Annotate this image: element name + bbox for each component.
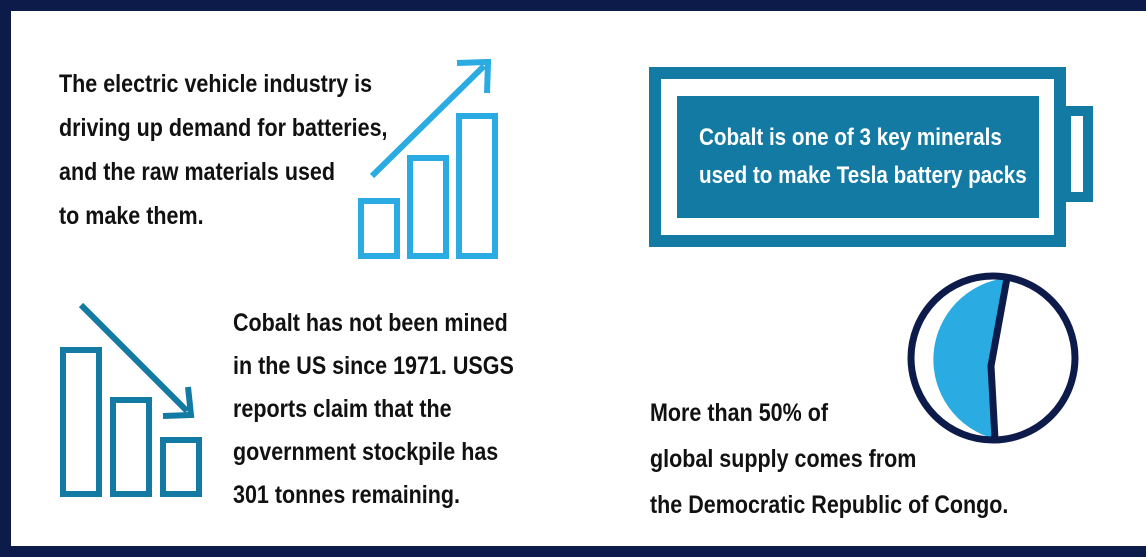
pie-divider	[987, 277, 1011, 440]
intro-text: The electric vehicle industry is driving…	[59, 62, 388, 238]
intro-line: and the raw materials used	[59, 158, 336, 186]
usgs-line: in the US since 1971. USGS	[233, 352, 514, 380]
battery-label: Cobalt is one of 3 key minerals used to …	[677, 96, 1039, 218]
intro-line: driving up demand for batteries,	[59, 114, 388, 142]
usgs-line: Cobalt has not been mined	[233, 309, 508, 337]
usgs-line: 301 tonnes remaining.	[233, 481, 461, 509]
pie-slice-drc	[933, 278, 1007, 439]
supply-text: More than 50% of global supply comes fro…	[650, 390, 1008, 528]
intro-line: to make them.	[59, 202, 204, 230]
battery-line: Cobalt is one of 3 key minerals	[699, 124, 1002, 151]
falling-bar-chart-icon	[60, 302, 202, 497]
supply-line: the Democratic Republic of Congo.	[650, 491, 1009, 519]
usgs-text: Cobalt has not been mined in the US sinc…	[233, 302, 514, 517]
usgs-line: reports claim that the	[233, 395, 452, 423]
intro-line: The electric vehicle industry is	[59, 70, 373, 98]
usgs-line: government stockpile has	[233, 438, 499, 466]
battery-icon	[649, 67, 1093, 247]
rising-bar-chart-icon	[358, 58, 498, 259]
supply-line: global supply comes from	[650, 445, 917, 473]
supply-line: More than 50% of	[650, 399, 829, 427]
pie-chart-icon	[907, 272, 1079, 444]
battery-line: used to make Tesla battery packs	[699, 162, 1027, 189]
